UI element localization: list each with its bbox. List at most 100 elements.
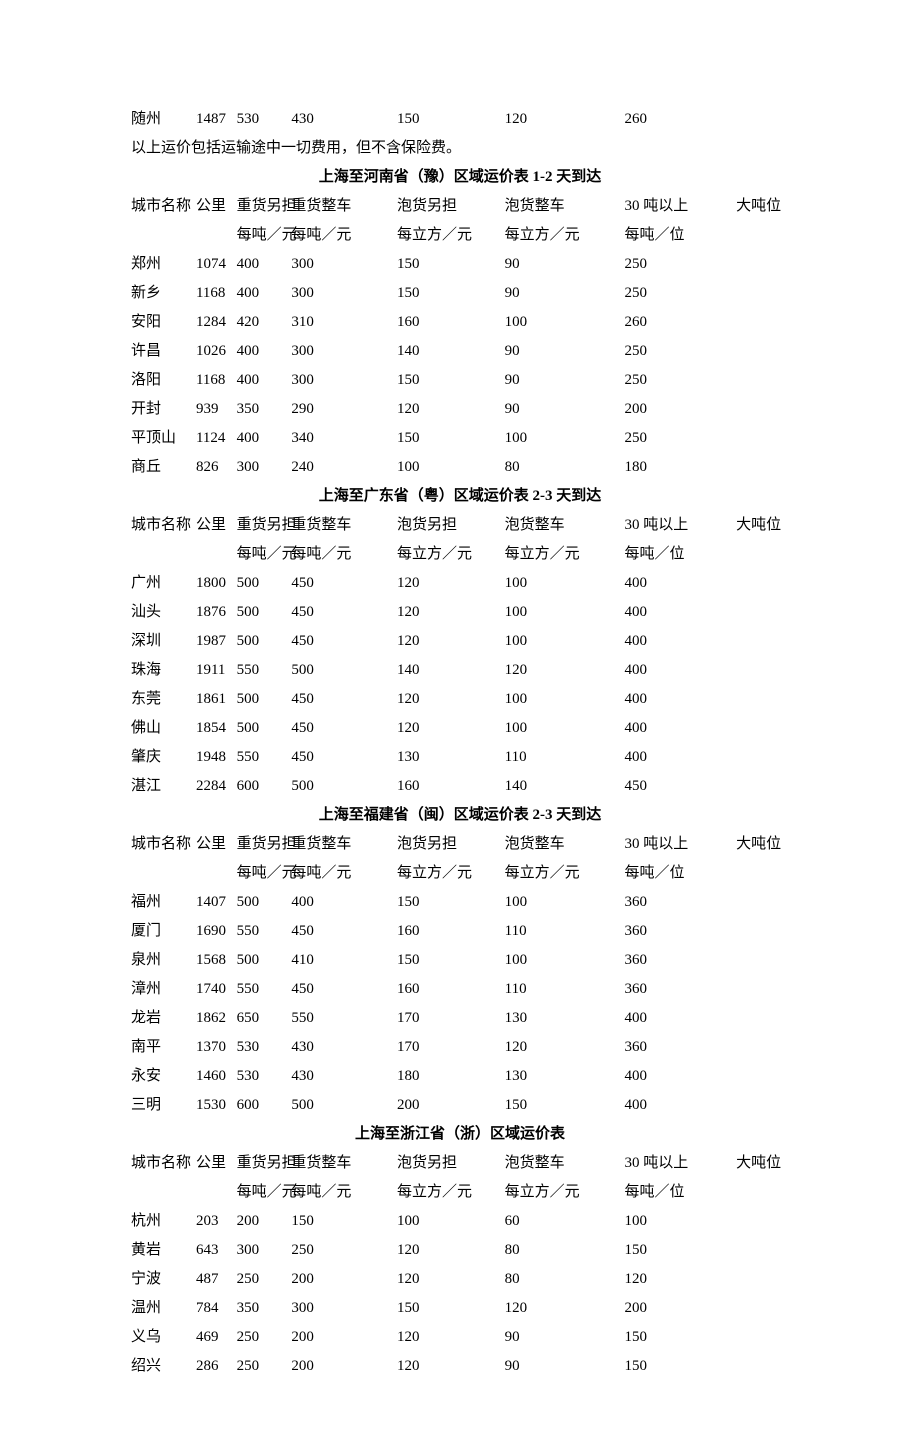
table-row: 东莞1861500450120100400 [130,685,790,714]
cell: 珠海 [130,656,195,685]
cell [735,279,790,308]
cell: 550 [236,743,291,772]
section-title-text: 上海至广东省（粤）区域运价表 2-3 天到达 [130,482,790,511]
cell: 550 [236,975,291,1004]
cell: 120 [396,1265,504,1294]
cell: 203 [195,1207,236,1236]
table-row: 宁波48725020012080120 [130,1265,790,1294]
header-cell: 每吨／位 [623,221,735,250]
header-cell [735,540,790,569]
cell: 深圳 [130,627,195,656]
cell: 80 [504,453,624,482]
cell: 三明 [130,1091,195,1120]
cell: 郑州 [130,250,195,279]
cell: 250 [623,366,735,395]
header-cell: 每吨／元 [290,221,396,250]
cell: 随州 [130,105,195,134]
cell: 250 [623,279,735,308]
cell: 90 [504,1352,624,1381]
cell: 240 [290,453,396,482]
table-row: 三明1530600500200150400 [130,1091,790,1120]
cell: 110 [504,743,624,772]
cell: 200 [396,1091,504,1120]
cell: 1124 [195,424,236,453]
cell: 430 [290,1062,396,1091]
cell: 430 [290,105,396,134]
cell: 湛江 [130,772,195,801]
cell: 140 [504,772,624,801]
section-title-text: 上海至浙江省（浙）区域运价表 [130,1120,790,1149]
cell [735,1236,790,1265]
cell: 1407 [195,888,236,917]
cell: 450 [290,627,396,656]
cell: 1948 [195,743,236,772]
cell: 安阳 [130,308,195,337]
header-cell: 泡货整车 [504,1149,624,1178]
cell: 500 [236,946,291,975]
header-cell: 重货整车 [290,511,396,540]
cell: 450 [290,685,396,714]
header-cell: 城市名称 [130,1149,195,1178]
cell: 福州 [130,888,195,917]
cell: 150 [396,1294,504,1323]
cell: 平顶山 [130,424,195,453]
cell: 150 [623,1236,735,1265]
cell: 漳州 [130,975,195,1004]
table-row: 黄岩64330025012080150 [130,1236,790,1265]
section-title-text: 上海至河南省（豫）区域运价表 1-2 天到达 [130,163,790,192]
cell: 530 [236,1062,291,1091]
cell: 150 [396,105,504,134]
cell [735,1294,790,1323]
cell [735,917,790,946]
cell: 150 [396,946,504,975]
cell: 1854 [195,714,236,743]
table-header-row-2: 每吨／元每吨／元每立方／元每立方／元每吨／位 [130,1178,790,1207]
cell: 400 [236,279,291,308]
cell: 260 [623,105,735,134]
cell: 500 [236,685,291,714]
cell: 肇庆 [130,743,195,772]
cell: 500 [236,569,291,598]
cell: 140 [396,337,504,366]
cell: 南平 [130,1033,195,1062]
cell: 340 [290,424,396,453]
header-cell: 重货另担 [236,192,291,221]
cell: 469 [195,1323,236,1352]
cell: 绍兴 [130,1352,195,1381]
cell: 260 [623,308,735,337]
table-row: 平顶山1124400340150100250 [130,424,790,453]
cell: 110 [504,975,624,1004]
cell: 120 [396,1236,504,1265]
cell [735,366,790,395]
table-row: 郑州107440030015090250 [130,250,790,279]
cell: 400 [623,598,735,627]
cell: 250 [290,1236,396,1265]
header-cell: 泡货整车 [504,192,624,221]
cell: 90 [504,366,624,395]
cell: 450 [623,772,735,801]
cell: 450 [290,743,396,772]
table-row: 随州1487530430150120260 [130,105,790,134]
header-cell: 泡货另担 [396,192,504,221]
table-header-row-2: 每吨／元每吨／元每立方／元每立方／元每吨／位 [130,859,790,888]
cell: 400 [236,337,291,366]
cell: 420 [236,308,291,337]
cell: 150 [396,366,504,395]
header-cell: 城市名称 [130,830,195,859]
header-cell: 每立方／元 [504,1178,624,1207]
cell: 643 [195,1236,236,1265]
header-cell: 城市名称 [130,511,195,540]
cell: 360 [623,975,735,1004]
cell: 250 [623,250,735,279]
table-row: 商丘82630024010080180 [130,453,790,482]
header-cell: 重货整车 [290,192,396,221]
cell [735,714,790,743]
header-cell [195,540,236,569]
cell: 290 [290,395,396,424]
cell: 160 [396,772,504,801]
header-cell: 泡货另担 [396,830,504,859]
cell: 300 [236,1236,291,1265]
cell [735,1207,790,1236]
note-text: 以上运价包括运输途中一切费用，但不含保险费。 [130,134,790,163]
section-title: 上海至广东省（粤）区域运价表 2-3 天到达 [130,482,790,511]
